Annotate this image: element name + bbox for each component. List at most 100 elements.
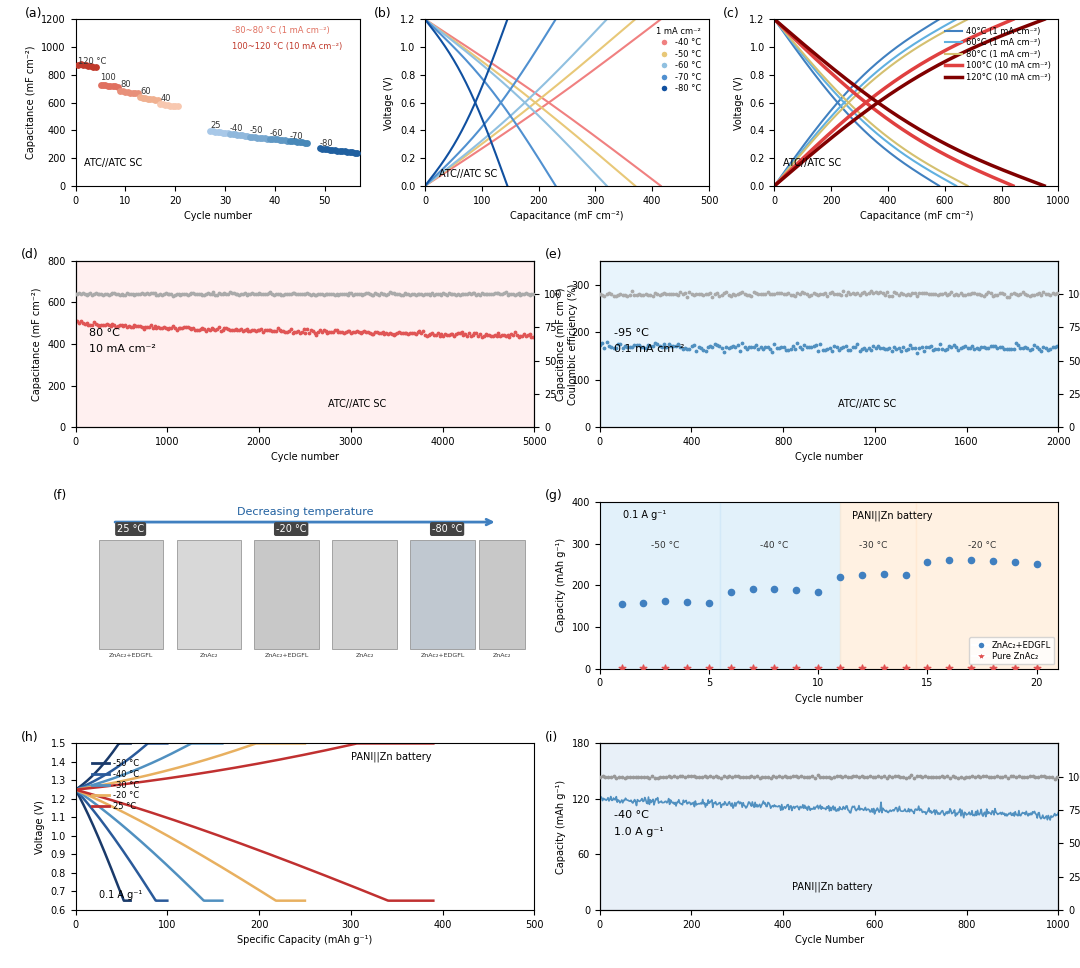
Point: [810, 660, 827, 676]
Point: [957, 338, 974, 353]
Point: [701, 769, 718, 784]
Point: [621, 287, 638, 302]
Point: [413, 325, 430, 341]
Point: [991, 339, 1009, 354]
Point: [725, 286, 742, 301]
Point: [357, 286, 375, 301]
Point: [114, 287, 132, 302]
Point: [761, 286, 779, 301]
Point: [828, 769, 846, 784]
Point: [383, 326, 401, 342]
Point: [253, 287, 270, 302]
Point: [244, 130, 261, 145]
Point: [924, 342, 942, 357]
Point: [241, 129, 258, 144]
Point: [346, 145, 363, 161]
Point: [720, 287, 738, 302]
Point: [917, 769, 934, 784]
Point: [91, 318, 108, 333]
Point: [858, 287, 875, 302]
Point: [1028, 660, 1045, 676]
Point: [603, 340, 620, 355]
Point: [416, 287, 433, 302]
Point: [308, 287, 325, 303]
Point: [876, 341, 893, 356]
Point: [806, 770, 823, 785]
Point: [504, 327, 522, 343]
Point: [679, 769, 697, 784]
Point: [91, 287, 108, 302]
Point: [281, 133, 298, 148]
Point: [841, 287, 859, 302]
Point: [989, 340, 1007, 355]
Point: [773, 770, 791, 785]
Point: [842, 770, 860, 785]
Point: [221, 322, 239, 338]
Point: [146, 318, 163, 334]
Text: -80 °C: -80 °C: [432, 524, 462, 534]
Point: [328, 143, 346, 159]
Point: [268, 323, 285, 339]
Point: [247, 323, 265, 339]
Point: [649, 287, 666, 302]
Point: [955, 340, 972, 355]
Point: [888, 341, 905, 356]
Point: [768, 769, 785, 784]
Point: [166, 319, 184, 335]
Point: [396, 286, 414, 301]
Point: [127, 287, 145, 302]
Point: [475, 286, 492, 301]
Point: [124, 85, 141, 101]
Point: [743, 288, 760, 304]
Point: [119, 319, 136, 335]
Point: [163, 287, 180, 302]
Point: [462, 328, 480, 344]
Point: [391, 287, 408, 302]
Point: [961, 287, 978, 302]
Point: [734, 769, 752, 784]
Point: [971, 341, 988, 356]
Point: [510, 286, 527, 301]
Point: [900, 287, 917, 302]
Point: [594, 769, 611, 784]
Point: [125, 287, 143, 303]
Point: [825, 770, 842, 785]
Point: [945, 337, 962, 352]
Point: [368, 324, 386, 340]
Point: [376, 326, 393, 342]
Point: [323, 287, 340, 302]
Point: [849, 336, 866, 351]
Point: [434, 328, 451, 344]
Point: [80, 58, 97, 74]
Point: [523, 329, 540, 345]
Point: [839, 285, 856, 300]
Point: [368, 287, 386, 302]
Text: -50: -50: [249, 127, 264, 136]
Point: [802, 339, 820, 354]
Text: -60: -60: [270, 129, 283, 138]
Point: [942, 770, 959, 785]
Point: [483, 328, 500, 344]
Point: [867, 769, 885, 784]
Text: ZnAc₂: ZnAc₂: [492, 652, 511, 658]
Point: [183, 321, 200, 337]
Point: [996, 287, 1013, 302]
Point: [138, 319, 156, 335]
Point: [713, 771, 730, 786]
Point: [772, 339, 789, 354]
Point: [394, 325, 411, 341]
Point: [639, 337, 657, 352]
Point: [481, 287, 498, 302]
Point: [658, 770, 675, 785]
Point: [282, 287, 299, 302]
Point: [832, 569, 849, 585]
Point: [752, 340, 769, 355]
Point: [221, 285, 239, 300]
Point: [982, 286, 999, 301]
Point: [133, 318, 150, 334]
Point: [961, 341, 978, 356]
Point: [455, 287, 472, 302]
Point: [470, 287, 487, 302]
Point: [72, 314, 90, 329]
Point: [843, 340, 861, 355]
